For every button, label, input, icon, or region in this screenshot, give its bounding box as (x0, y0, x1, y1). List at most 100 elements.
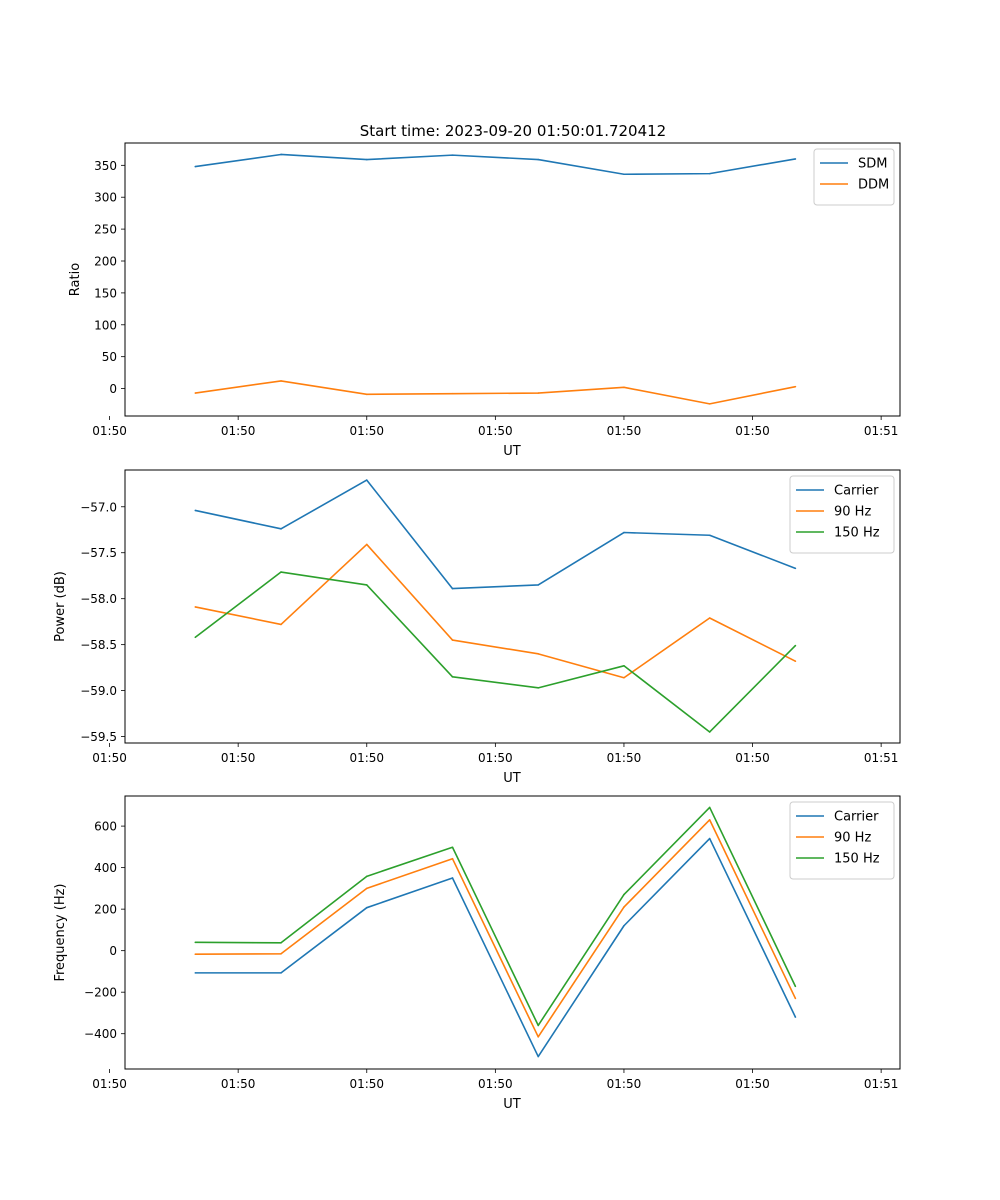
chart-2-data-point (623, 531, 625, 534)
chart-1-x-tick-label: 01:50 (735, 424, 770, 438)
chart-2-data-point (623, 676, 625, 679)
chart-3-legend-label: Carrier (834, 810, 879, 825)
chart-2-y-tick-label: −58.0 (80, 592, 117, 606)
chart-3-data-point (708, 806, 711, 809)
chart-2-data-point (537, 584, 540, 586)
chart-1-x-axis-label: UT (503, 444, 521, 459)
chart-1-y-tick-label: 300 (94, 191, 117, 205)
chart-3-y-axis-label: Frequency (Hz) (53, 883, 68, 981)
chart-3-data-point (794, 1016, 797, 1018)
chart-2-data-point (194, 636, 197, 639)
chart-1-data-point (451, 392, 454, 395)
chart-3-x-tick-label: 01:50 (607, 1077, 642, 1091)
chart-1-x-tick-label: 01:50 (478, 424, 513, 438)
chart-2-data-point (708, 534, 711, 537)
chart-1-x-tick-label: 01:50 (92, 424, 127, 438)
chart-2-legend-label: 90 Hz (834, 505, 871, 520)
chart-1-x-tick-label: 01:50 (607, 424, 642, 438)
chart-2-series-line (195, 479, 796, 590)
chart-1-data-point (623, 173, 625, 176)
chart-3-x-tick-label: 01:50 (349, 1077, 384, 1091)
chart-1-data-point (194, 392, 197, 394)
chart-2-y-tick-label: −58.5 (80, 638, 117, 652)
chart-1-y-tick-label: 200 (94, 255, 117, 269)
chart-3-data-point (623, 906, 625, 908)
chart-3-data-point (451, 857, 454, 860)
chart-3-data-point (280, 972, 282, 974)
chart-1-data-point (280, 380, 282, 382)
chart-1-data-point (365, 158, 368, 161)
chart-1-legend-label: SDM (858, 157, 887, 172)
chart-3-legend: Carrier 90 Hz 150 Hz (789, 801, 895, 880)
chart-3-data-point (194, 972, 197, 974)
chart-2-y-tick-label: −59.0 (80, 684, 117, 698)
chart-1-panel: 01:50 01:50 01:50 01:50 01:50 01:50 01:51 0 50 10… (68, 142, 901, 459)
chart-2-series-150-hz (194, 571, 797, 733)
chart-1-y-tick-label: 50 (102, 350, 117, 364)
chart-2-y-tick-label: −59.5 (80, 730, 117, 744)
chart-2-x-tick-label: 01:51 (864, 751, 899, 765)
chart-3-data-point (194, 941, 197, 944)
chart-2-data-point (451, 639, 454, 641)
figure-title: Start time: 2023-09-20 01:50:01.720412 (360, 122, 666, 140)
chart-1-data-point (365, 393, 368, 396)
chart-1-legend: SDM DDM (813, 148, 895, 206)
chart-2-series-line (194, 571, 796, 733)
chart-2-data-point (280, 528, 282, 530)
chart-3-data-point (708, 819, 711, 821)
chart-3-legend-label: 150 Hz (834, 852, 880, 867)
chart-2-data-point (794, 660, 797, 662)
chart-2-legend: Carrier 90 Hz 150 Hz (789, 475, 895, 554)
chart-2-data-point (794, 567, 797, 570)
chart-3-series-line (195, 819, 797, 1038)
chart-1-y-tick-label: 250 (94, 223, 117, 237)
chart-2-data-point (537, 687, 540, 689)
chart-3-data-point (708, 837, 711, 840)
chart-2-data-point (451, 587, 454, 590)
chart-3-data-point (365, 906, 368, 909)
chart-3-data-point (365, 887, 368, 890)
chart-2-data-point (451, 676, 454, 678)
chart-2-legend-label: 150 Hz (834, 526, 880, 541)
chart-2-data-point (794, 644, 797, 647)
chart-3-x-tick-label: 01:50 (478, 1077, 513, 1091)
chart-2-data-point (537, 653, 540, 655)
chart-3-series-150-hz (194, 806, 797, 1027)
chart-3-data-point (537, 1055, 540, 1058)
chart-1-y-tick-label: 150 (94, 286, 117, 300)
chart-3-data-point (451, 846, 454, 849)
chart-2-series-carrier (194, 479, 797, 590)
chart-3-data-point (280, 952, 282, 955)
chart-2-series-90-hz (194, 543, 797, 679)
chart-1-data-point (451, 154, 454, 156)
chart-3-legend-label: 90 Hz (834, 831, 871, 846)
chart-1-data-point (794, 158, 797, 160)
chart-1-legend-label: DDM (858, 178, 889, 193)
chart-3-data-point (194, 953, 197, 955)
chart-2-legend-box (789, 475, 895, 554)
chart-3-y-tick-label: 400 (94, 861, 117, 875)
chart-3-data-point (623, 893, 625, 896)
chart-2-x-tick-label: 01:50 (607, 751, 642, 765)
chart-3-data-point (623, 924, 625, 927)
chart-1-x-tick-label: 01:50 (221, 424, 256, 438)
chart-3-data-point (794, 997, 797, 1000)
chart-3-x-tick-label: 01:51 (864, 1077, 899, 1091)
chart-3-panel: 01:50 01:50 01:50 01:50 01:50 01:50 01:51 −400 −… (53, 795, 901, 1112)
chart-2-x-axis-label: UT (503, 771, 521, 786)
chart-1-axes-frame (124, 142, 901, 417)
chart-2-data-point (365, 543, 368, 546)
chart-2-data-point (365, 584, 368, 586)
chart-1-data-point (623, 386, 625, 389)
chart-3-y-tick-label: 0 (109, 944, 117, 958)
chart-3-y-tick-label: 200 (94, 903, 117, 917)
chart-2-y-tick-label: −57.5 (80, 546, 117, 560)
chart-2-y-axis-label: Power (dB) (53, 571, 68, 642)
chart-2-data-point (280, 623, 282, 626)
chart-3-y-tick-label: −200 (84, 986, 117, 1000)
chart-1-series-sdm (194, 153, 797, 176)
chart-1-series-ddm (194, 380, 797, 405)
chart-3-series-90-hz (194, 819, 797, 1038)
chart-2-series-line (195, 543, 796, 679)
